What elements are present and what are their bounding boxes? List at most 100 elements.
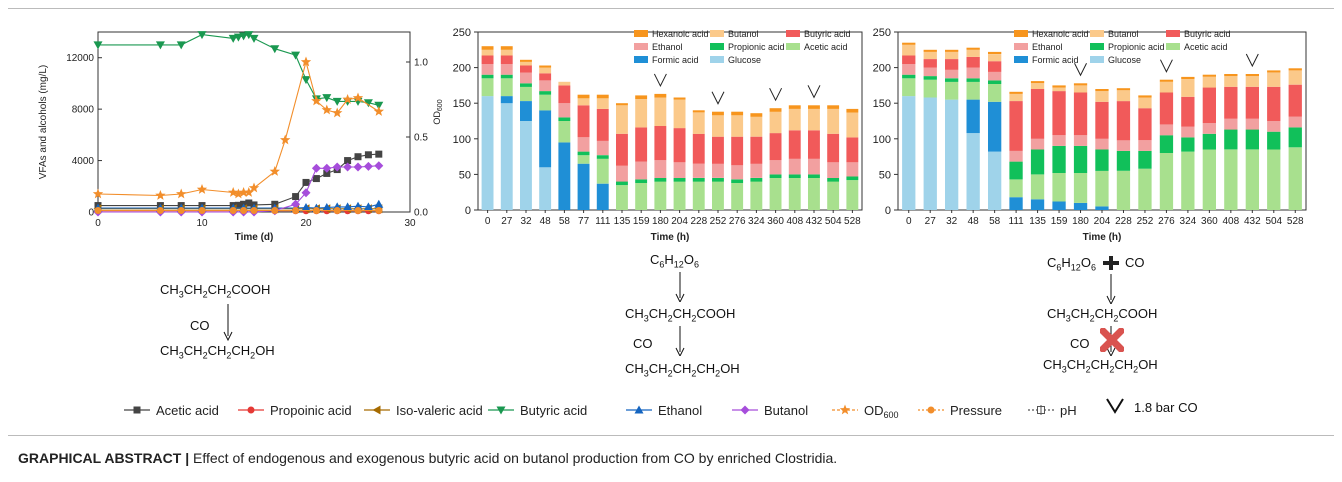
bar-segment xyxy=(577,163,590,210)
bar-stack xyxy=(1116,88,1131,210)
bar-segment xyxy=(692,181,705,210)
bar-segment xyxy=(808,105,820,109)
bar-segment xyxy=(750,178,763,182)
bar-segment xyxy=(1030,89,1045,139)
bar-segment xyxy=(1138,108,1152,141)
bar-stack xyxy=(712,111,724,210)
x-tick-label: 360 xyxy=(1201,216,1218,227)
bar-segment xyxy=(673,162,686,178)
x-axis-label: Time (d) xyxy=(235,232,274,243)
legend-swatch xyxy=(1166,43,1180,50)
x-tick-label: 159 xyxy=(633,216,650,227)
bar-segment xyxy=(1159,135,1174,153)
data-point xyxy=(301,188,311,198)
legend-label: Butyric acid xyxy=(1184,29,1231,39)
data-point xyxy=(352,92,364,103)
bar-stack xyxy=(539,65,552,210)
y-tick-label: 8000 xyxy=(72,105,95,116)
bar-stack xyxy=(635,95,648,210)
bar-segment xyxy=(966,81,980,100)
bar-segment xyxy=(1224,74,1238,77)
bar-stack xyxy=(520,59,532,210)
y-tick-label: 4000 xyxy=(72,156,95,167)
bar-segment xyxy=(500,74,513,79)
bar-segment xyxy=(1267,121,1281,132)
bar-segment xyxy=(596,155,609,159)
series-pressure xyxy=(94,207,383,214)
bar-stack xyxy=(1288,68,1302,210)
bar-segment xyxy=(1224,76,1238,87)
bar-segment xyxy=(769,133,782,161)
x-tick-label: 27 xyxy=(925,216,937,227)
bar-segment xyxy=(1267,86,1281,121)
x-tick-label: 276 xyxy=(729,216,746,227)
bar-segment xyxy=(1073,173,1088,203)
bar-segment xyxy=(846,137,859,163)
bar-segment xyxy=(1267,131,1281,150)
bar-segment xyxy=(1116,101,1131,141)
bar-segment xyxy=(673,178,686,182)
data-point xyxy=(176,41,186,50)
series-acetic-acid xyxy=(94,150,383,210)
bar-segment xyxy=(1073,92,1088,136)
plot-frame xyxy=(477,31,863,211)
series-od600 xyxy=(92,56,384,200)
bar-segment xyxy=(577,94,590,99)
bar-segment xyxy=(769,111,782,134)
bar-segment xyxy=(500,55,513,64)
legend-swatch xyxy=(1090,43,1104,50)
bar-segment xyxy=(1224,118,1238,130)
bar-segment xyxy=(692,133,705,164)
y-tick-label: 250 xyxy=(453,27,471,39)
bar-segment xyxy=(539,73,552,81)
scheme-middle-alcohol: CH3CH2CH2CH2OH xyxy=(625,361,740,379)
bar-segment xyxy=(616,105,628,134)
legend-swatch xyxy=(1014,56,1028,63)
data-point xyxy=(292,193,300,201)
bar-segment xyxy=(596,98,609,109)
legend-swatch xyxy=(786,30,800,37)
bar-segment xyxy=(654,97,667,126)
bar-segment xyxy=(750,136,763,164)
data-point xyxy=(354,207,362,214)
legend-swatch xyxy=(1014,43,1028,50)
data-point xyxy=(269,166,280,176)
data-point xyxy=(177,207,185,214)
x-tick-label: 58 xyxy=(559,216,571,227)
bar-segment xyxy=(1030,81,1045,84)
bar-stack xyxy=(1245,74,1259,210)
legend-label: Ethanol xyxy=(1032,42,1063,52)
bar-segment xyxy=(558,85,571,104)
x-tick-label: 20 xyxy=(300,218,312,229)
data-point xyxy=(94,207,102,214)
legend-marker xyxy=(634,405,644,414)
bar-segment xyxy=(808,108,820,131)
bar-segment xyxy=(558,121,571,143)
bar-segment xyxy=(635,127,648,162)
bar-stack xyxy=(558,81,571,210)
bar-segment xyxy=(846,180,859,210)
bar-segment xyxy=(923,51,937,59)
co-marker xyxy=(653,73,667,88)
bar-segment xyxy=(1095,138,1109,150)
data-point xyxy=(374,101,384,110)
bar-segment xyxy=(1181,96,1195,127)
bar-segment xyxy=(1052,135,1066,146)
bar-segment xyxy=(731,136,744,166)
bar-segment xyxy=(1138,140,1152,151)
scheme-left-arrow xyxy=(223,304,233,342)
bar-segment xyxy=(1181,126,1195,138)
bar-segment xyxy=(520,83,532,87)
x-tick-label: 432 xyxy=(1244,216,1261,227)
x-tick-label: 324 xyxy=(748,216,765,227)
bar-segment xyxy=(1030,149,1045,175)
bar-segment xyxy=(1030,138,1045,150)
x-tick-label: 111 xyxy=(1009,216,1025,227)
legend-label: Acetic acid xyxy=(804,42,848,52)
bar-segment xyxy=(558,103,571,118)
bar-segment xyxy=(1052,85,1066,88)
data-point xyxy=(354,153,362,161)
bar-segment xyxy=(788,158,801,175)
bar-stack xyxy=(788,105,801,210)
